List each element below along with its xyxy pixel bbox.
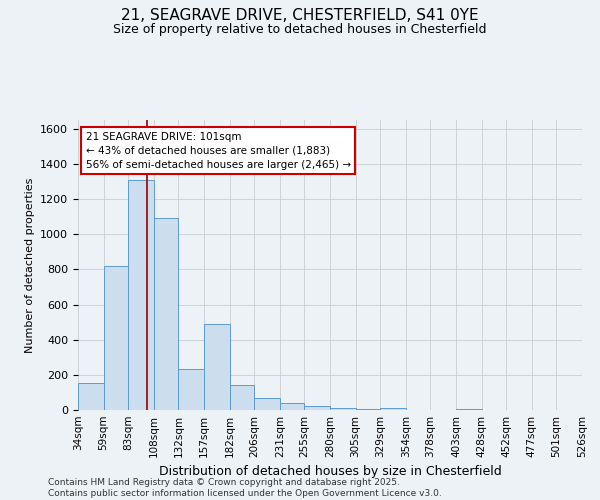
- Bar: [178, 368, 204, 410]
- Bar: [154, 218, 178, 410]
- Bar: [128, 180, 154, 410]
- X-axis label: Distribution of detached houses by size in Chesterfield: Distribution of detached houses by size …: [158, 466, 502, 478]
- Bar: [280, 403, 304, 410]
- Bar: [356, 409, 380, 410]
- Bar: [254, 398, 280, 410]
- Text: Size of property relative to detached houses in Chesterfield: Size of property relative to detached ho…: [113, 22, 487, 36]
- Text: Contains HM Land Registry data © Crown copyright and database right 2025.
Contai: Contains HM Land Registry data © Crown c…: [48, 478, 442, 498]
- Bar: [456, 409, 482, 410]
- Bar: [78, 384, 104, 410]
- Bar: [304, 406, 330, 410]
- Bar: [330, 408, 356, 410]
- Y-axis label: Number of detached properties: Number of detached properties: [25, 178, 35, 352]
- Bar: [380, 408, 406, 410]
- Bar: [230, 385, 254, 410]
- Text: 21 SEAGRAVE DRIVE: 101sqm
← 43% of detached houses are smaller (1,883)
56% of se: 21 SEAGRAVE DRIVE: 101sqm ← 43% of detac…: [86, 132, 350, 170]
- Text: 21, SEAGRAVE DRIVE, CHESTERFIELD, S41 0YE: 21, SEAGRAVE DRIVE, CHESTERFIELD, S41 0Y…: [121, 8, 479, 22]
- Bar: [204, 324, 230, 410]
- Bar: [104, 266, 128, 410]
